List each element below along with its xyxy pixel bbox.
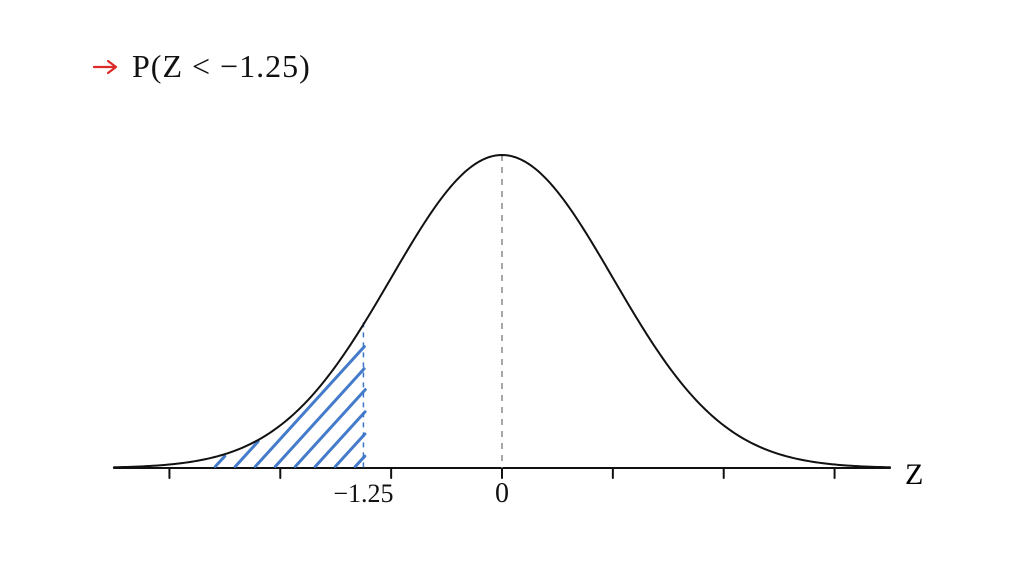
- axis-ticks: [169, 468, 834, 478]
- threshold-label: −1.25: [333, 479, 393, 508]
- z-axis-label: Z: [905, 458, 923, 492]
- origin-label: 0: [495, 478, 509, 509]
- diagram-canvas: 0 −1.25: [0, 0, 1024, 576]
